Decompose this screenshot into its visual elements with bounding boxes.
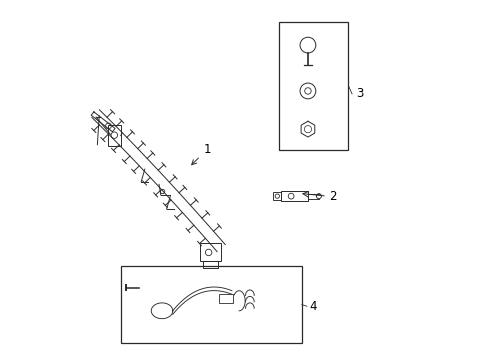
Text: 2: 2 (328, 190, 336, 203)
Bar (108, 125, 121, 146)
Text: 4: 4 (309, 300, 317, 313)
Bar (281, 191, 307, 201)
Bar (278, 22, 348, 149)
Text: 3: 3 (356, 87, 363, 100)
Bar (203, 261, 218, 268)
Bar (199, 243, 221, 261)
Text: 1: 1 (191, 143, 210, 165)
Bar (121, 266, 301, 343)
Bar (219, 294, 233, 303)
Bar (273, 192, 281, 201)
